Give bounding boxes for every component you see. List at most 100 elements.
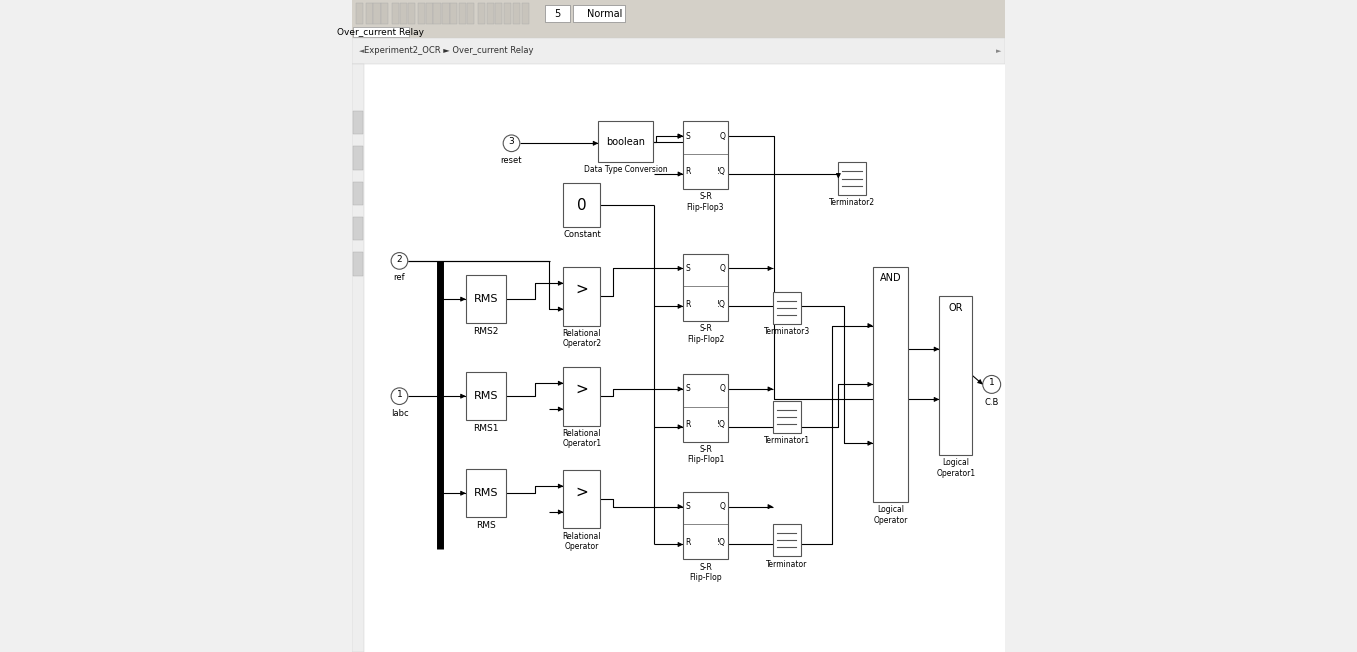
Text: !Q: !Q bbox=[716, 421, 725, 430]
Text: Terminator3: Terminator3 bbox=[764, 327, 810, 336]
Text: S-R
Flip-Flop3: S-R Flip-Flop3 bbox=[687, 192, 725, 211]
Text: RMS2: RMS2 bbox=[474, 327, 498, 336]
Text: Logical
Operator: Logical Operator bbox=[874, 505, 908, 525]
Bar bbox=[546, 5, 570, 22]
Bar bbox=[353, 27, 408, 37]
Bar bbox=[478, 3, 484, 24]
Bar bbox=[353, 0, 1004, 27]
Bar bbox=[465, 275, 506, 323]
Bar bbox=[353, 181, 362, 205]
Text: ◄: ◄ bbox=[360, 48, 365, 54]
Bar bbox=[563, 367, 601, 426]
Bar bbox=[381, 3, 388, 24]
Bar bbox=[503, 3, 512, 24]
Text: Terminator2: Terminator2 bbox=[829, 198, 875, 207]
Circle shape bbox=[982, 376, 1000, 393]
Bar bbox=[400, 3, 407, 24]
Text: Q: Q bbox=[719, 264, 725, 273]
Bar bbox=[683, 492, 727, 559]
Bar bbox=[522, 3, 529, 24]
Bar bbox=[353, 111, 362, 134]
Text: 0: 0 bbox=[577, 198, 586, 213]
Text: >: > bbox=[575, 381, 589, 396]
Text: 1: 1 bbox=[989, 378, 995, 387]
Bar bbox=[487, 3, 494, 24]
Text: S-R
Flip-Flop: S-R Flip-Flop bbox=[689, 563, 722, 582]
Text: R: R bbox=[685, 421, 691, 430]
Bar bbox=[683, 374, 727, 442]
Text: S: S bbox=[685, 502, 691, 511]
Text: Relational
Operator2: Relational Operator2 bbox=[562, 329, 601, 348]
Text: boolean: boolean bbox=[607, 136, 645, 147]
Bar bbox=[495, 3, 502, 24]
Bar bbox=[465, 469, 506, 517]
Bar bbox=[418, 3, 425, 24]
Circle shape bbox=[391, 252, 407, 269]
Bar bbox=[373, 3, 380, 24]
Text: S-R
Flip-Flop2: S-R Flip-Flop2 bbox=[687, 325, 725, 344]
Text: Q: Q bbox=[719, 502, 725, 511]
Bar bbox=[839, 162, 866, 195]
Bar bbox=[353, 27, 1004, 38]
Text: !Q: !Q bbox=[716, 300, 725, 309]
Bar bbox=[353, 38, 1004, 64]
Bar bbox=[467, 3, 474, 24]
Bar bbox=[598, 121, 653, 162]
Text: Relational
Operator: Relational Operator bbox=[563, 532, 601, 551]
Text: C.B: C.B bbox=[985, 398, 999, 407]
Bar bbox=[356, 3, 362, 24]
Text: ►: ► bbox=[996, 48, 1001, 54]
Bar bbox=[573, 5, 626, 22]
Text: Normal: Normal bbox=[588, 8, 623, 19]
Text: 5: 5 bbox=[554, 8, 560, 19]
Bar bbox=[459, 3, 465, 24]
Bar bbox=[563, 183, 601, 227]
Bar bbox=[873, 267, 908, 502]
Bar bbox=[426, 3, 433, 24]
Bar bbox=[392, 3, 399, 24]
Text: RMS: RMS bbox=[474, 294, 498, 304]
Circle shape bbox=[391, 388, 407, 404]
Text: S-R
Flip-Flop1: S-R Flip-Flop1 bbox=[687, 445, 725, 464]
Text: AND: AND bbox=[879, 273, 901, 284]
Text: 2: 2 bbox=[396, 255, 402, 264]
Bar bbox=[563, 469, 601, 529]
Bar bbox=[433, 3, 441, 24]
Text: S: S bbox=[685, 385, 691, 394]
Text: Constant: Constant bbox=[563, 230, 601, 239]
Bar bbox=[939, 296, 973, 455]
Text: 3: 3 bbox=[509, 137, 514, 146]
Bar bbox=[683, 121, 727, 189]
Text: RMS: RMS bbox=[474, 488, 498, 498]
Text: !Q: !Q bbox=[716, 538, 725, 547]
Bar bbox=[353, 64, 364, 652]
Bar bbox=[773, 400, 801, 433]
Circle shape bbox=[503, 135, 520, 152]
Text: reset: reset bbox=[501, 156, 522, 165]
Text: Terminator1: Terminator1 bbox=[764, 436, 810, 445]
Text: Experiment2_OCR ► Over_current Relay: Experiment2_OCR ► Over_current Relay bbox=[364, 46, 533, 55]
Bar bbox=[451, 3, 457, 24]
Bar bbox=[563, 267, 601, 325]
Text: !Q: !Q bbox=[716, 168, 725, 177]
Text: Logical
Operator1: Logical Operator1 bbox=[936, 458, 976, 478]
Text: Iabc: Iabc bbox=[391, 409, 408, 418]
Bar bbox=[353, 217, 362, 241]
Text: RMS: RMS bbox=[476, 520, 495, 529]
Text: >: > bbox=[575, 282, 589, 297]
Text: S: S bbox=[685, 264, 691, 273]
Text: RMS1: RMS1 bbox=[474, 424, 498, 432]
Text: R: R bbox=[685, 300, 691, 309]
Text: OR: OR bbox=[949, 303, 963, 313]
Text: >: > bbox=[575, 484, 589, 499]
Text: RMS: RMS bbox=[474, 391, 498, 401]
Bar bbox=[408, 3, 415, 24]
Bar bbox=[465, 372, 506, 421]
Text: Over_current Relay: Over_current Relay bbox=[338, 28, 425, 37]
Bar bbox=[513, 3, 520, 24]
Bar bbox=[353, 252, 362, 276]
Bar bbox=[773, 524, 801, 556]
Text: Relational
Operator1: Relational Operator1 bbox=[562, 429, 601, 448]
Bar bbox=[353, 146, 362, 170]
Bar bbox=[365, 3, 373, 24]
